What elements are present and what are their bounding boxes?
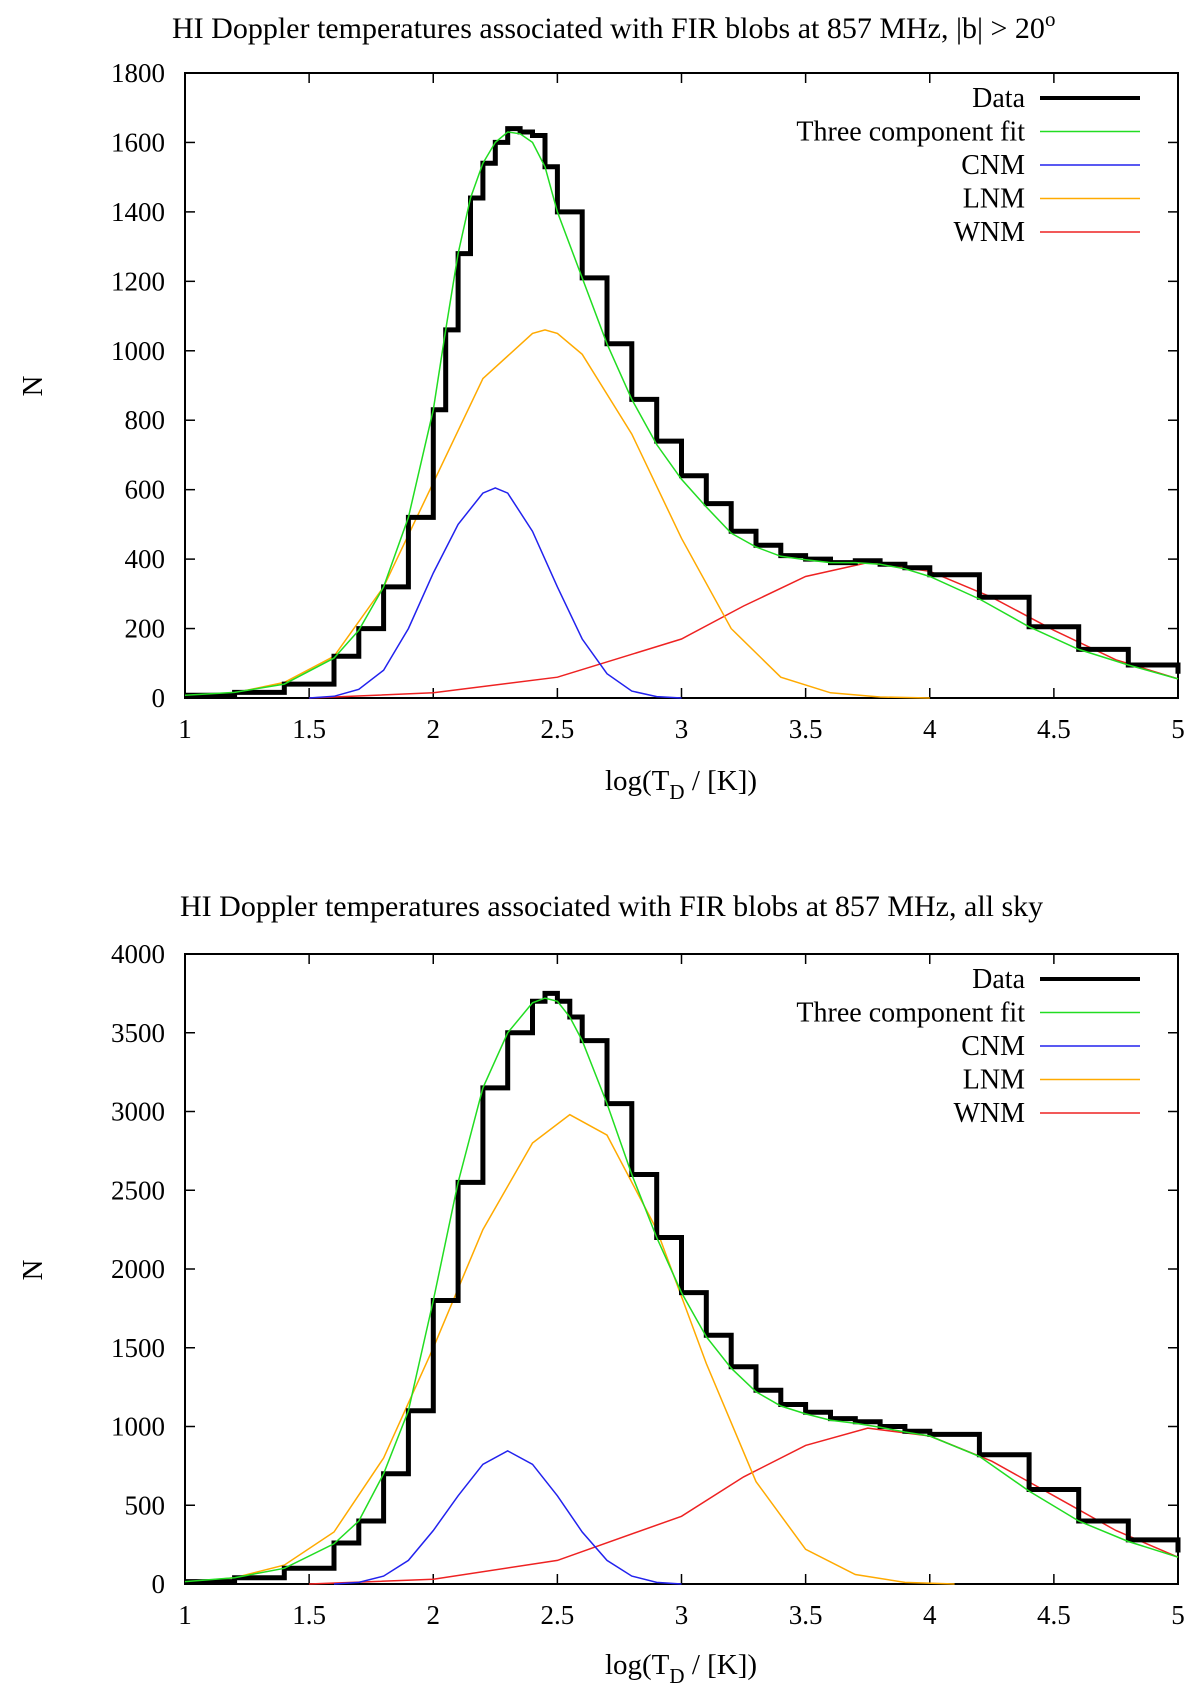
legend-label: WNM bbox=[953, 1098, 1025, 1129]
x-axis-ticks: 1 1.5 2 2.5 3 3.5 4 4.5 5 bbox=[178, 73, 1185, 744]
legend-label: CNM bbox=[961, 150, 1025, 181]
series-wnm bbox=[309, 561, 1179, 699]
y-tick-label: 400 bbox=[125, 544, 166, 574]
y-tick-label: 500 bbox=[125, 1490, 166, 1520]
chart-title: HI Doppler temperatures associated with … bbox=[172, 7, 1055, 45]
x-tick-label: 4 bbox=[923, 714, 937, 744]
legend-label: Three component fit bbox=[796, 998, 1025, 1029]
legend-label: WNM bbox=[953, 217, 1025, 248]
x-tick-label: 2 bbox=[427, 714, 441, 744]
x-tick-label: 3.5 bbox=[789, 1600, 823, 1630]
x-tick-label: 2.5 bbox=[541, 1600, 575, 1630]
x-tick-label: 1 bbox=[178, 1600, 192, 1630]
legend-label: LNM bbox=[963, 1065, 1025, 1096]
legend-label: LNM bbox=[963, 184, 1025, 215]
series-three-component-fit bbox=[184, 997, 1179, 1583]
x-tick-label: 4.5 bbox=[1037, 714, 1071, 744]
y-axis-label: N bbox=[17, 1259, 49, 1280]
y-tick-label: 1400 bbox=[111, 197, 165, 227]
x-tick-label: 3 bbox=[675, 714, 689, 744]
chart-title: HI Doppler temperatures associated with … bbox=[180, 890, 1043, 923]
y-axis-ticks: 0 200 400 600 800 1000 1200 1400 1600 1800 bbox=[111, 58, 1178, 713]
chart-panel-bottom: HI Doppler temperatures associated with … bbox=[17, 890, 1185, 1688]
y-tick-label: 1200 bbox=[111, 266, 165, 296]
y-tick-label: 1000 bbox=[111, 336, 165, 366]
x-axis-label: log(TD / [K]) bbox=[605, 765, 757, 804]
series-lnm bbox=[184, 1113, 955, 1585]
chart-panel-top: HI Doppler temperatures associated with … bbox=[17, 7, 1185, 804]
legend-label: Three component fit bbox=[796, 117, 1025, 148]
chart-series bbox=[184, 126, 1181, 699]
x-tick-label: 3.5 bbox=[789, 714, 823, 744]
y-tick-label: 2500 bbox=[111, 1175, 165, 1205]
series-three-component-fit bbox=[184, 131, 1179, 696]
series-wnm bbox=[309, 1427, 1179, 1585]
y-axis-label: N bbox=[17, 375, 49, 396]
legend-label: Data bbox=[972, 83, 1025, 114]
series-data bbox=[185, 126, 1181, 698]
x-axis-label: log(TD / [K]) bbox=[605, 1649, 757, 1688]
y-tick-label: 4000 bbox=[111, 939, 165, 969]
x-tick-label: 2 bbox=[427, 1600, 441, 1630]
x-tick-label: 5 bbox=[1171, 1600, 1185, 1630]
y-tick-label: 1800 bbox=[111, 58, 165, 88]
x-tick-label: 3 bbox=[675, 1600, 689, 1630]
x-tick-label: 5 bbox=[1171, 714, 1185, 744]
x-tick-label: 1.5 bbox=[292, 1600, 326, 1630]
legend-label: Data bbox=[972, 964, 1025, 995]
x-tick-label: 2.5 bbox=[541, 714, 575, 744]
y-tick-label: 2000 bbox=[111, 1254, 165, 1284]
series-lnm bbox=[184, 329, 930, 699]
y-tick-label: 1500 bbox=[111, 1333, 165, 1363]
x-tick-label: 4.5 bbox=[1037, 1600, 1071, 1630]
x-tick-label: 1 bbox=[178, 714, 192, 744]
x-tick-label: 1.5 bbox=[292, 714, 326, 744]
legend-label: CNM bbox=[961, 1031, 1025, 1062]
y-tick-label: 0 bbox=[152, 1569, 166, 1599]
series-cnm bbox=[309, 487, 682, 699]
y-tick-label: 200 bbox=[125, 614, 166, 644]
y-tick-label: 3000 bbox=[111, 1097, 165, 1127]
series-cnm bbox=[333, 1450, 682, 1585]
series-data bbox=[185, 990, 1181, 1585]
y-tick-label: 1000 bbox=[111, 1412, 165, 1442]
y-tick-label: 800 bbox=[125, 405, 166, 435]
y-tick-label: 0 bbox=[152, 683, 166, 713]
y-tick-label: 3500 bbox=[111, 1018, 165, 1048]
y-tick-label: 1600 bbox=[111, 127, 165, 157]
chart-series bbox=[184, 990, 1181, 1585]
x-tick-label: 4 bbox=[923, 1600, 937, 1630]
y-tick-label: 600 bbox=[125, 475, 166, 505]
y-axis-ticks: 0 500 1000 1500 2000 2500 3000 3500 4000 bbox=[111, 939, 1178, 1599]
